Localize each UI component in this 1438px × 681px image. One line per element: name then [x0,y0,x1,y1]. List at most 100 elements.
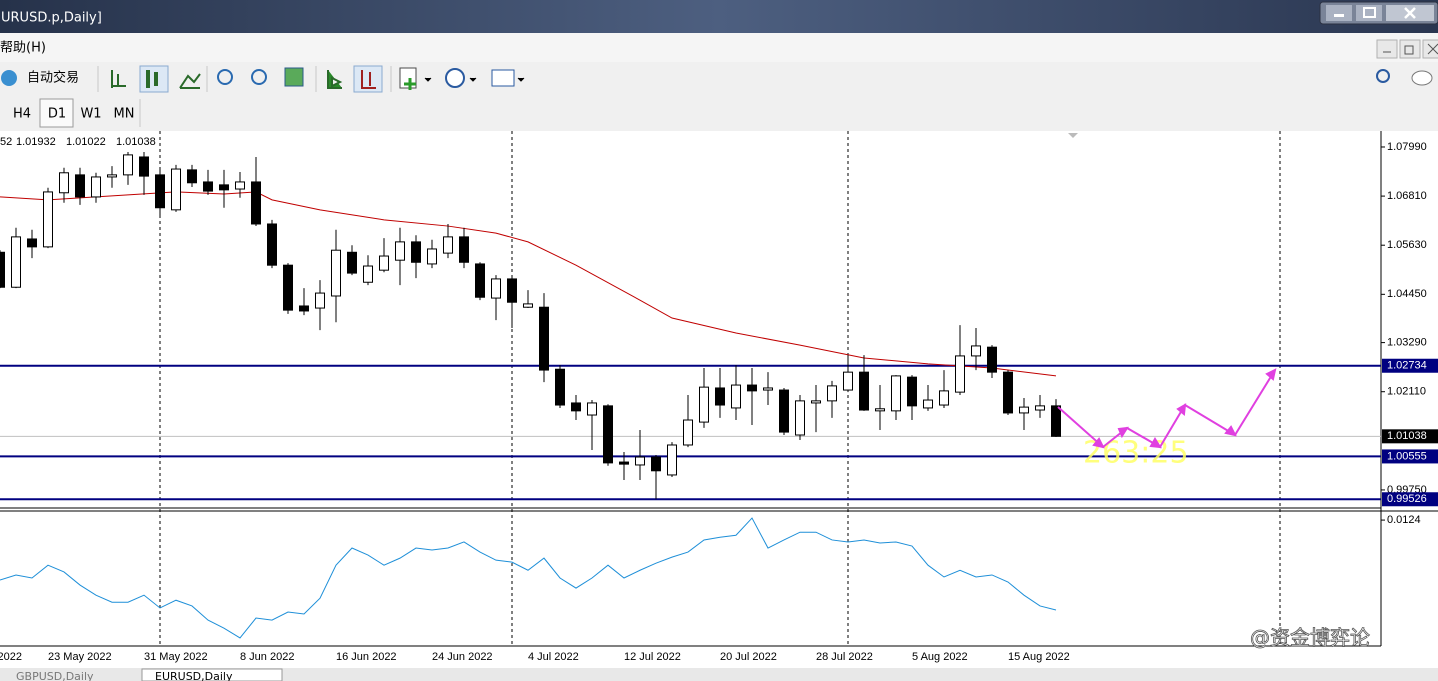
candle-body [779,389,789,433]
x-tick-label: 8 Jun 2022 [240,651,294,663]
candle-body [859,371,869,411]
candle-body [203,181,213,192]
candle-body [331,249,341,297]
candle-body [955,355,965,393]
candle-body [459,236,469,263]
minimize-button[interactable] [1326,5,1352,21]
candle-body [907,376,917,407]
candle-body [763,387,773,391]
candle-body [59,172,69,194]
candle-body [27,238,37,248]
menu-help[interactable]: 帮助(H) [0,41,46,56]
candle-body [0,251,5,288]
candle-body [987,346,997,373]
autotrade-button[interactable]: 自动交易 [27,70,79,86]
indicator-line [0,517,1057,639]
level-label-box [1382,358,1438,373]
level-label-box [1382,492,1438,507]
dropdown-arrows [424,77,525,82]
level-label: 0.99526 [1387,493,1427,505]
candle-body [395,241,405,261]
x-tick-label: 20 Jul 2022 [720,651,777,663]
shift-marker [1068,133,1078,138]
mdi-minimize[interactable] [1376,39,1398,59]
candle-body [299,305,309,312]
candle-body [843,371,853,391]
level-label: 1.02734 [1387,360,1427,372]
line-chart-button[interactable] [179,73,201,89]
period-tab[interactable]: D1 [48,107,66,122]
candle-body [219,184,229,191]
tab-selected [141,668,283,681]
y-tick-label: 1.02110 [1387,386,1426,398]
candle-body [891,375,901,412]
candle-body [1051,405,1061,437]
x-tick-label: 23 May 2022 [48,651,112,663]
x-tick-label: 31 May 2022 [144,651,208,663]
candle-body [939,390,949,406]
level-label: 1.00555 [1387,450,1427,462]
candle-body [811,400,821,404]
candle-body [251,181,261,225]
autoscroll-button[interactable] [327,70,343,89]
chart-tab[interactable]: EURUSD,Daily [155,670,233,681]
period-tab[interactable]: H4 [13,107,31,122]
level-label-box [1382,449,1438,464]
periods-button[interactable] [445,68,465,88]
chart-tab[interactable]: GBPUSD,Daily [16,670,94,681]
moving-average [0,191,1057,377]
candle-body [1003,371,1013,414]
toolbar-icons: 自动交易 [1,65,1433,93]
bid-label: 1.01038 [1387,430,1427,442]
y-tick-label: 1.07990 [1387,141,1427,153]
bar-chart-button[interactable] [111,70,126,88]
mdi-restore[interactable] [1399,39,1421,59]
ohlc-prefix: 52 [0,136,12,148]
y-tick-label: 1.06810 [1387,190,1427,202]
candle-body [507,278,517,303]
ohlc-close: 1.01038 [116,136,156,148]
minimize-icon [1334,14,1344,17]
x-tick-label: 12 Jul 2022 [624,651,681,663]
x-tick-label: 5 Aug 2022 [912,651,968,663]
candle-body [347,251,357,274]
shift-icon [361,70,376,89]
menu-bar [0,33,1438,62]
x-tick-label: 28 Jul 2022 [816,651,873,663]
search-button[interactable] [1376,69,1390,83]
indicator-tick-label: 0.0124 [1387,514,1421,526]
candle-body [11,236,21,288]
bid-label-box [1382,429,1438,444]
candle-body [731,384,741,409]
candle-body [123,154,133,176]
zoom-out-button[interactable] [251,69,267,85]
autotrade-icon[interactable] [1,70,17,86]
y-tick-label: 1.04450 [1387,288,1427,300]
candle-body [619,461,629,465]
candle-icon [146,70,158,88]
candle-body [683,419,693,446]
close-icon [1404,7,1416,19]
candle-body [91,176,101,198]
candle-body [699,386,709,423]
mdi-close[interactable] [1422,39,1438,59]
candle-body [267,223,277,266]
x-tick-label: 24 Jun 2022 [432,651,493,663]
candle-body [235,181,245,190]
templates-button[interactable] [491,69,515,87]
candle-body [571,402,581,412]
mdi-buttons [1376,39,1438,59]
maximize-icon [1363,7,1376,18]
window-buttons [1319,1,1438,25]
period-tab[interactable]: MN [114,107,135,122]
candle-body [363,265,373,283]
chat-button[interactable] [1411,70,1433,86]
candle-body [475,263,485,298]
plus-icon [404,78,416,90]
period-tab[interactable]: W1 [80,107,101,122]
projection-drawing [1057,368,1277,449]
tile-button[interactable] [284,67,304,87]
y-tick-label: 1.05630 [1387,239,1427,251]
zoom-in-button[interactable] [217,69,233,85]
